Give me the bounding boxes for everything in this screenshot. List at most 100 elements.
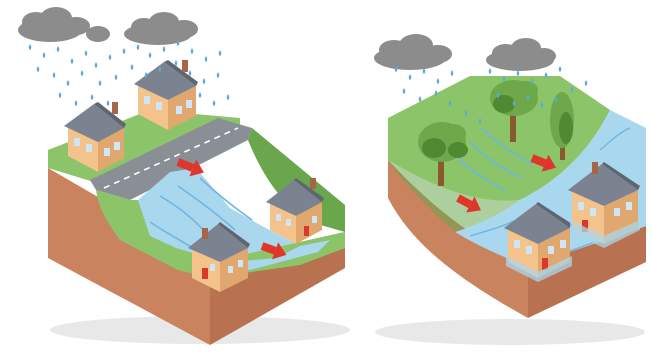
raindrop-icon xyxy=(52,72,56,78)
raindrop-icon xyxy=(450,70,454,76)
house-window xyxy=(526,246,532,254)
house-roof-side xyxy=(218,222,250,248)
raindrop-icon xyxy=(144,72,148,78)
raindrop-icon xyxy=(488,68,492,74)
raindrop-icon xyxy=(544,72,548,78)
raindrop-icon xyxy=(106,100,110,106)
raindrop-icon xyxy=(190,48,194,54)
arrow-icon xyxy=(176,158,195,172)
left-cloud-1 xyxy=(18,7,110,42)
house-window xyxy=(312,216,317,223)
raindrop-icon xyxy=(212,100,216,106)
left-soil-front-face xyxy=(48,168,210,345)
house-roof xyxy=(64,104,124,142)
house-window xyxy=(626,202,632,210)
cloud-puff xyxy=(424,45,452,63)
raindrop-icon xyxy=(136,44,140,50)
right-flow-arrow-2 xyxy=(530,154,557,172)
house-window xyxy=(276,214,281,221)
scene-urban-runoff xyxy=(18,7,350,345)
tree-right xyxy=(550,92,574,160)
house-window xyxy=(210,264,215,271)
right-grass-slope-lower xyxy=(388,160,520,232)
house-front-middle xyxy=(188,222,250,292)
house-wall-side xyxy=(220,248,248,292)
raindrop-icon xyxy=(148,52,152,58)
house-roof xyxy=(134,62,196,100)
raindrop-icon xyxy=(162,46,166,52)
raindrop-icon xyxy=(176,40,180,46)
raindrop-icon xyxy=(90,94,94,100)
house-flood-left xyxy=(504,202,572,282)
cloud-puff xyxy=(532,48,556,64)
house-window xyxy=(104,148,110,156)
left-flow-arrow-2 xyxy=(260,242,287,260)
raindrop-icon xyxy=(98,80,102,86)
raindrop-icon xyxy=(526,94,530,100)
house-roof-side xyxy=(294,178,324,202)
house-window xyxy=(514,240,520,248)
tree-foliage xyxy=(422,138,446,158)
raindrop-icon xyxy=(114,74,118,80)
left-runoff-water xyxy=(138,168,300,262)
arrow-icon xyxy=(456,194,473,209)
house-roof xyxy=(504,204,570,244)
arrow-head-icon xyxy=(272,242,287,260)
raindrop-icon xyxy=(570,86,574,92)
house-window xyxy=(548,246,554,254)
house-roof xyxy=(568,164,638,206)
raindrop-icon xyxy=(540,102,544,108)
raindrop-icon xyxy=(188,70,192,76)
house-window xyxy=(114,142,120,150)
house-roof xyxy=(266,180,322,216)
raindrop-icon xyxy=(402,88,406,94)
house-front-right xyxy=(266,178,324,244)
raindrop-icon xyxy=(464,110,468,116)
tree-foliage xyxy=(559,112,573,144)
raindrop-icon xyxy=(512,100,516,106)
right-rain xyxy=(394,66,588,124)
raindrop-icon xyxy=(204,56,208,62)
arrow-icon xyxy=(530,154,547,167)
house-window xyxy=(86,144,92,152)
house-window xyxy=(578,202,584,210)
house-wall-side xyxy=(98,128,124,172)
raindrop-icon xyxy=(94,62,98,68)
raindrop-icon xyxy=(584,80,588,86)
raindrop-icon xyxy=(418,96,422,102)
house-back-left xyxy=(64,102,126,172)
arrow-head-icon xyxy=(189,159,204,177)
tree-foliage xyxy=(442,124,466,144)
house-window xyxy=(228,266,233,273)
house-chimney xyxy=(592,162,598,174)
house-roof-side xyxy=(164,60,198,86)
raindrop-icon xyxy=(202,78,206,84)
right-cloud-2 xyxy=(486,38,556,71)
raindrop-icon xyxy=(478,118,482,124)
house-chimney xyxy=(112,102,118,114)
house-window xyxy=(176,106,182,114)
left-road-line xyxy=(103,127,239,189)
house-flood-right xyxy=(568,162,640,248)
house-door xyxy=(202,268,208,279)
tree-trunk xyxy=(510,104,516,142)
raindrop-icon xyxy=(70,58,74,64)
raindrop-icon xyxy=(174,60,178,66)
raindrop-icon xyxy=(422,68,426,74)
right-soil-side-face xyxy=(528,226,646,318)
cloud-puff xyxy=(86,26,110,42)
right-flow-streaks xyxy=(455,127,535,191)
house-flood-waterline xyxy=(570,220,640,248)
house-door xyxy=(582,220,588,232)
raindrop-icon xyxy=(558,66,562,72)
right-ground-shadow xyxy=(375,319,645,345)
tree-foliage xyxy=(493,95,515,113)
raindrop-icon xyxy=(496,92,500,98)
raindrop-icon xyxy=(36,66,40,72)
house-chimney xyxy=(202,228,208,239)
tree-foliage xyxy=(448,142,468,158)
cloud-puff xyxy=(399,34,433,56)
raindrop-icon xyxy=(502,76,506,82)
